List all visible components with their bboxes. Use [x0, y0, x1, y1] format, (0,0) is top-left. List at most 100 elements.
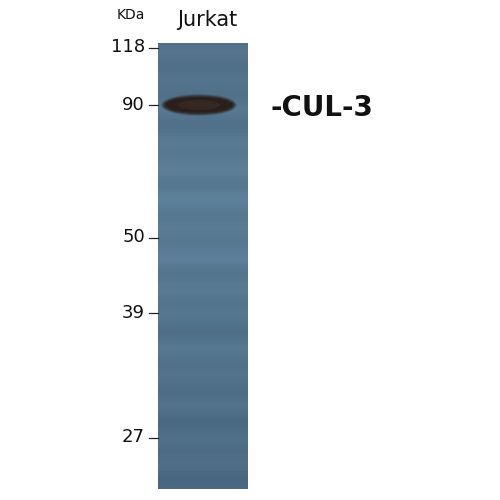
Bar — [158, 220, 248, 223]
Bar — [158, 364, 248, 367]
Bar — [158, 412, 248, 414]
Bar — [158, 458, 248, 460]
Bar — [158, 400, 248, 402]
Bar — [158, 86, 248, 88]
Bar — [158, 99, 248, 102]
Bar — [158, 443, 248, 446]
Bar — [158, 403, 248, 406]
Ellipse shape — [168, 100, 229, 110]
Bar — [158, 198, 248, 200]
Bar — [158, 74, 248, 76]
Bar — [158, 100, 248, 103]
Text: 90: 90 — [122, 96, 145, 114]
Bar — [158, 167, 248, 170]
Ellipse shape — [166, 98, 232, 112]
Bar — [158, 112, 248, 114]
Bar — [158, 418, 248, 420]
Bar — [158, 219, 248, 222]
Bar — [158, 260, 248, 263]
Bar — [158, 449, 248, 452]
Bar — [158, 69, 248, 71]
Bar — [158, 80, 248, 82]
Bar — [158, 452, 248, 454]
Bar — [158, 186, 248, 189]
Bar — [158, 358, 248, 361]
Bar — [158, 336, 248, 338]
Bar — [158, 460, 248, 462]
Text: Jurkat: Jurkat — [178, 10, 238, 30]
Bar — [158, 372, 248, 374]
Bar — [158, 218, 248, 220]
Bar — [158, 124, 248, 126]
Bar — [158, 344, 248, 346]
Bar — [158, 202, 248, 205]
Bar — [158, 324, 248, 327]
Bar — [158, 54, 248, 57]
Bar — [158, 464, 248, 466]
Bar — [158, 44, 248, 46]
Bar — [158, 166, 248, 168]
Bar — [158, 256, 248, 258]
Bar — [158, 340, 248, 343]
Bar — [158, 396, 248, 398]
Bar — [158, 382, 248, 384]
Bar — [158, 216, 248, 218]
Bar — [158, 378, 248, 380]
Bar — [158, 82, 248, 85]
Bar — [158, 292, 248, 294]
Bar — [158, 386, 248, 389]
Ellipse shape — [162, 94, 236, 116]
Bar — [158, 212, 248, 214]
Bar — [158, 320, 248, 322]
Text: -CUL-3: -CUL-3 — [270, 94, 373, 122]
Bar — [158, 363, 248, 366]
Bar — [158, 148, 248, 150]
Bar — [158, 127, 248, 130]
Bar — [158, 271, 248, 274]
Bar — [158, 317, 248, 320]
Bar — [158, 72, 248, 74]
Bar — [158, 194, 248, 196]
Bar — [158, 60, 248, 63]
Bar — [158, 162, 248, 165]
Bar — [158, 352, 248, 355]
Bar — [158, 88, 248, 91]
Bar — [158, 176, 248, 178]
Bar — [158, 296, 248, 298]
Text: KDa: KDa — [116, 8, 145, 22]
Bar — [158, 470, 248, 472]
Bar — [158, 161, 248, 164]
Text: 39: 39 — [122, 304, 145, 322]
Bar — [158, 178, 248, 180]
Bar — [158, 48, 248, 51]
Bar — [158, 437, 248, 440]
Bar — [158, 339, 248, 342]
Bar — [158, 329, 248, 332]
Bar — [158, 426, 248, 429]
Bar — [158, 206, 248, 208]
Bar — [158, 56, 248, 58]
Bar — [158, 305, 248, 308]
Bar — [158, 450, 248, 453]
Bar — [158, 258, 248, 260]
Ellipse shape — [164, 96, 234, 114]
Bar — [158, 105, 248, 108]
Bar — [158, 64, 248, 67]
Bar — [158, 236, 248, 238]
Bar — [158, 332, 248, 334]
Bar — [158, 185, 248, 188]
Bar — [158, 96, 248, 98]
Bar — [158, 226, 248, 229]
Bar — [158, 62, 248, 64]
Bar — [158, 108, 248, 110]
Bar — [158, 152, 248, 155]
Bar — [158, 158, 248, 160]
Bar — [158, 422, 248, 424]
Bar — [158, 432, 248, 435]
Bar — [158, 250, 248, 252]
Bar — [158, 424, 248, 426]
Bar — [158, 390, 248, 392]
Bar — [158, 156, 248, 159]
Bar — [158, 224, 248, 226]
Bar — [158, 420, 248, 422]
